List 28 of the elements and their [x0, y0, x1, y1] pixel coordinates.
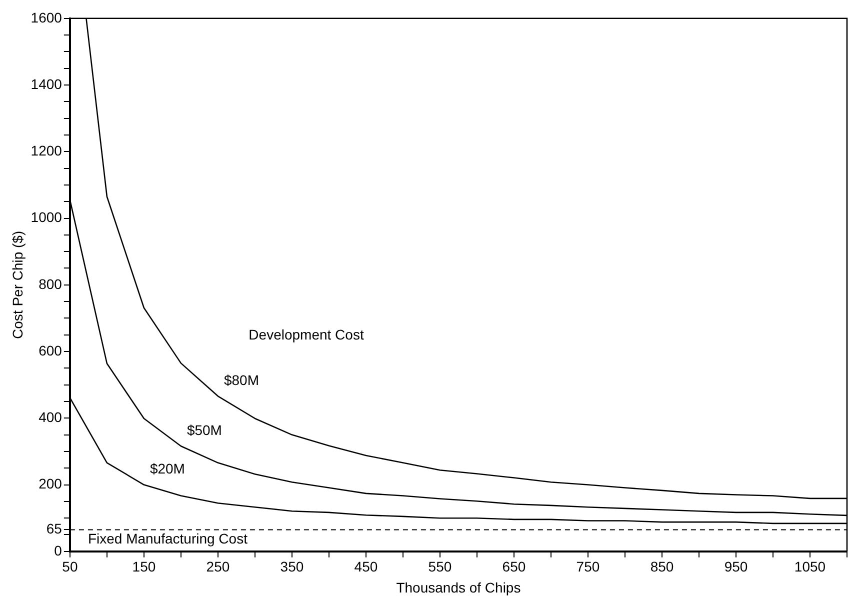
x-tick-label: 350: [280, 558, 304, 575]
ref-line-label: Fixed Manufacturing Cost: [88, 530, 248, 547]
y-tick-label: 1000: [30, 209, 62, 226]
x-tick-label: 250: [206, 558, 230, 575]
y-tick-label: 200: [38, 476, 62, 492]
x-tick-label: 550: [428, 558, 452, 575]
y-tick-label: 1600: [30, 9, 62, 26]
x-axis-title: Thousands of Chips: [396, 579, 521, 596]
y-axis-title: Cost Per Chip ($): [9, 230, 26, 339]
y-tick-label: 400: [38, 409, 62, 426]
x-tick-label: 50: [62, 558, 78, 575]
y-tick-label: 800: [38, 276, 62, 292]
x-tick-label: 850: [650, 558, 674, 575]
x-tick-label: 750: [576, 558, 600, 575]
x-tick-label: 950: [724, 558, 748, 575]
x-tick-label: 1050: [794, 558, 826, 575]
series-label: $80M: [224, 372, 259, 388]
y-tick-label: 65: [46, 520, 62, 537]
y-tick-label: 1400: [30, 76, 62, 92]
y-tick-label: 600: [38, 342, 62, 358]
x-tick-label: 450: [354, 558, 378, 575]
x-tick-label: 150: [132, 558, 156, 575]
annotation: Development Cost: [248, 326, 364, 342]
series-label: $20M: [150, 460, 185, 477]
y-tick-label: 0: [54, 542, 62, 558]
series-label: $50M: [186, 422, 222, 438]
y-tick-label: 1200: [30, 142, 62, 159]
x-tick-label: 650: [502, 558, 526, 575]
